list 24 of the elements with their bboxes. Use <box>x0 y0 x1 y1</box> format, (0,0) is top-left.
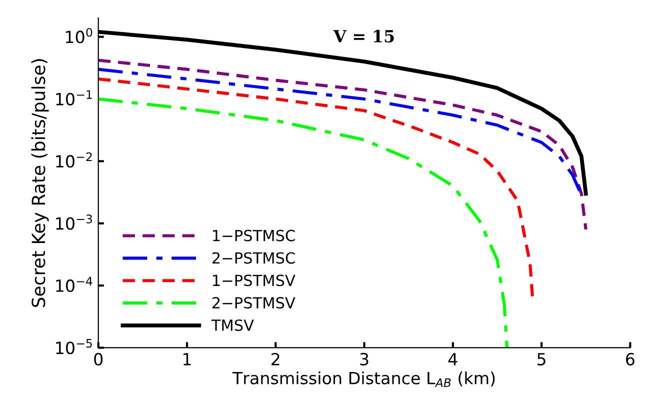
y-tick-label: 10$^{−4}$ <box>56 276 92 292</box>
y-tick-label: 10$^{−3}$ <box>56 214 92 230</box>
line-series <box>98 97 508 348</box>
x-tick-label: 5 <box>538 353 546 366</box>
y-tick-label: 10$^{−2}$ <box>56 152 92 168</box>
line-series <box>98 68 582 193</box>
x-tick-label: 3 <box>360 352 368 366</box>
y-tick-label: 10$^{0}$ <box>66 28 92 44</box>
x-tick-label: 6 <box>626 352 634 366</box>
y-tick-label: 10$^{−1}$ <box>56 90 92 106</box>
y-tick-label: 10$^{−5}$ <box>56 339 92 354</box>
legend-label: 2−PSTMSC <box>212 252 295 264</box>
line-series <box>98 58 588 231</box>
x-axis-title: Transmission Distance L$_{AB}$ (km) <box>232 371 495 387</box>
y-axis-title: Secret Key Rate (bits/pulse) <box>31 59 49 308</box>
legend-label: TMSV <box>211 319 254 332</box>
x-tick-label: 2 <box>272 352 280 366</box>
x-tick-label: 0 <box>94 352 103 366</box>
x-tick-label: 1 <box>184 353 191 366</box>
legend-label: 1−PSTMSC <box>213 230 295 242</box>
legend-label: 2−PSTMSV <box>212 297 296 309</box>
x-tick-label: 4 <box>448 353 458 366</box>
text: V = 15 <box>333 30 394 43</box>
legend-label: 1−PSTMSV <box>213 274 296 286</box>
